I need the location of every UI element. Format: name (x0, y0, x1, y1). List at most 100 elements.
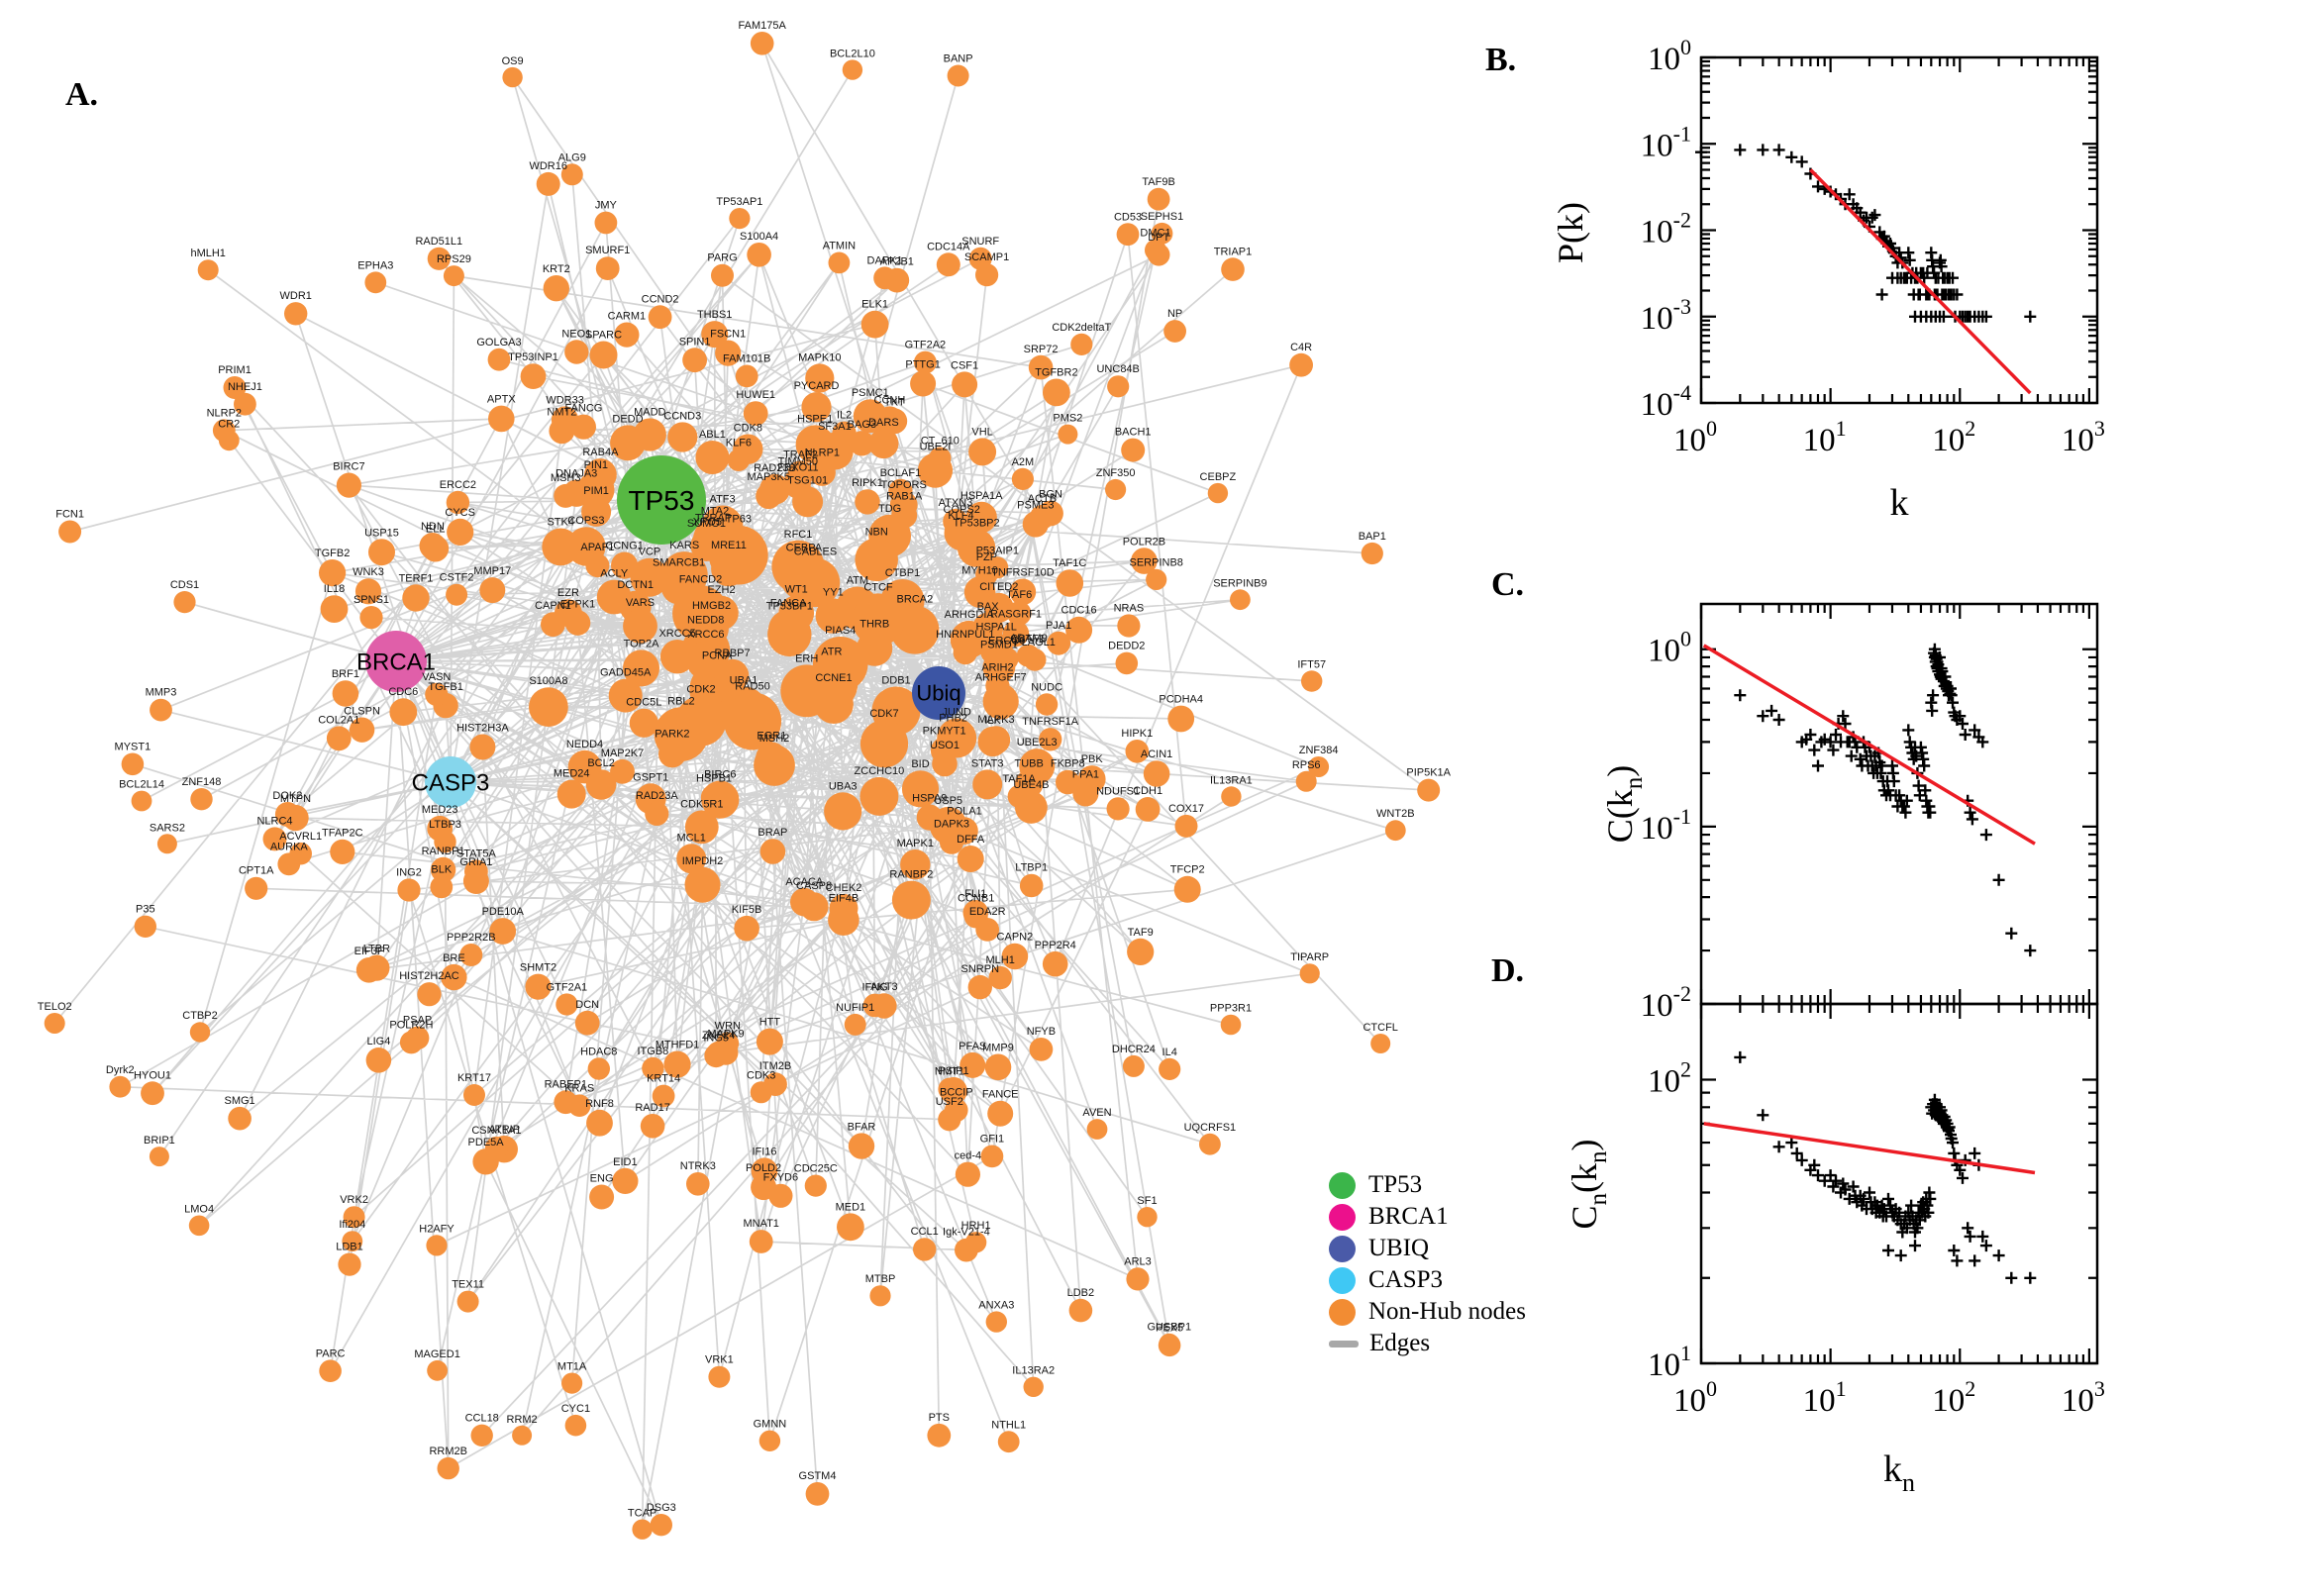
network-node-label: HSPE1 (797, 413, 833, 425)
network-node-label: HMGB2 (692, 600, 731, 612)
network-node-label: ATF3 (710, 494, 736, 506)
network-node-label: ING2 (396, 866, 422, 878)
network-node (1151, 222, 1173, 245)
network-node-label: TP53INP1 (508, 351, 558, 363)
network-node (1173, 875, 1201, 903)
network-node-label: TAF9B (1142, 176, 1174, 188)
network-node (805, 1482, 830, 1506)
network-node (1220, 1014, 1242, 1036)
network-node-label: FKBP8 (1051, 758, 1085, 770)
network-node (446, 490, 470, 515)
network-node (343, 1206, 365, 1229)
scatter-points (1695, 144, 2037, 323)
network-node-label: DMC1 (1140, 228, 1170, 240)
network-node (967, 974, 992, 1000)
legend-item-brca1: BRCA1 (1329, 1201, 1526, 1233)
network-node-label: TP53AP1 (716, 196, 762, 208)
network-node-label: RPS6 (1292, 759, 1321, 771)
network-node-label: RANBP2 (889, 869, 933, 881)
hub-label-casp3: CASP3 (412, 769, 490, 796)
network-node-label: HSPA9 (912, 793, 947, 805)
network-node (427, 247, 451, 270)
network-node-label: PKMYT1 (923, 725, 966, 737)
network-node-label: MMP9 (982, 1043, 1014, 1054)
network-node (1115, 651, 1139, 675)
network-node-label: CITED2 (979, 581, 1018, 593)
network-node-label: MADD (634, 406, 665, 418)
network-node-label: MTPN (280, 793, 311, 805)
network-node-label: TIPARP (1290, 951, 1329, 963)
network-node-label: PPA1 (1072, 768, 1099, 780)
network-node-label: RAD17 (635, 1102, 669, 1114)
network-node (708, 1365, 731, 1388)
hub-label-brca1: BRCA1 (356, 648, 436, 675)
network-node (319, 559, 347, 587)
network-node (695, 441, 730, 474)
network-node-label: IFI16 (752, 1146, 776, 1157)
tick-label: 10-3 (1641, 294, 1691, 337)
network-node (652, 1084, 675, 1108)
network-node (488, 405, 515, 433)
network-node-label: BID (911, 758, 929, 770)
network-node-label: RAD23B (754, 462, 796, 474)
network-node (1028, 354, 1054, 380)
network-node (149, 1147, 169, 1167)
network-node (972, 769, 1003, 800)
network-node (1125, 740, 1150, 763)
network-node (336, 472, 361, 498)
network-node (980, 1145, 1004, 1168)
network-node-label: PARK2 (655, 729, 689, 741)
network-node-label: CDC25C (794, 1163, 838, 1175)
network-node-label: SF1 (1137, 1195, 1157, 1207)
network-node (589, 341, 618, 369)
network-node-label: ZNF384 (1299, 745, 1339, 756)
network-node-label: FBXO11 (777, 461, 818, 473)
network-node (640, 1114, 665, 1139)
plot-frame (1699, 1002, 2099, 1365)
network-node-label: WNK3 (353, 566, 384, 578)
network-node-label: CSF1 (951, 359, 978, 371)
network-node-label: NLRC4 (256, 815, 292, 827)
network-node (1011, 467, 1034, 490)
legend-label: Non-Hub nodes (1368, 1298, 1527, 1325)
network-node (284, 302, 308, 326)
tick-label: 100 (1648, 35, 1691, 77)
network-node-label: Igk-V21-4 (943, 1227, 990, 1239)
network-node-label: HIST2H2AC (399, 970, 459, 982)
network-node (804, 1174, 827, 1197)
network-node-label: CTCFL (1363, 1022, 1397, 1034)
network-node-label: Ifi204 (339, 1219, 365, 1231)
network-node-label: S100A4 (740, 231, 778, 243)
network-node-label: DAPK3 (934, 819, 969, 831)
network-node (1009, 578, 1037, 606)
ubiq-swatch-icon (1329, 1235, 1356, 1262)
network-node (1068, 1298, 1093, 1323)
network-node-label: RAD23A (636, 790, 678, 802)
network-node-label: HYOU1 (134, 1069, 171, 1081)
network-node (659, 640, 695, 674)
network-node-label: LMO4 (184, 1203, 214, 1215)
network-node-label: NRAS (1114, 603, 1145, 615)
network-node (862, 993, 887, 1018)
network-node (1230, 589, 1251, 611)
network-node (1058, 424, 1078, 445)
network-node-label: XRCC5 (658, 628, 695, 640)
network-node-label: SPARC (585, 330, 622, 342)
network-node-label: DEDD (612, 413, 643, 425)
network-node (574, 1010, 600, 1036)
network-node-label: BRE (443, 952, 465, 964)
network-node (567, 1094, 591, 1117)
network-node (684, 866, 721, 903)
network-node (1043, 378, 1070, 407)
network-node (1006, 601, 1032, 626)
network-node (562, 479, 590, 507)
network-node-label: FANCG (564, 403, 602, 415)
network-node (456, 1290, 479, 1313)
network-node (1308, 756, 1330, 777)
network-node-label: ACVRL1 (279, 831, 322, 843)
network-node-label: TOP2A (624, 639, 660, 650)
network-node (338, 1252, 361, 1276)
network-node (645, 801, 669, 827)
